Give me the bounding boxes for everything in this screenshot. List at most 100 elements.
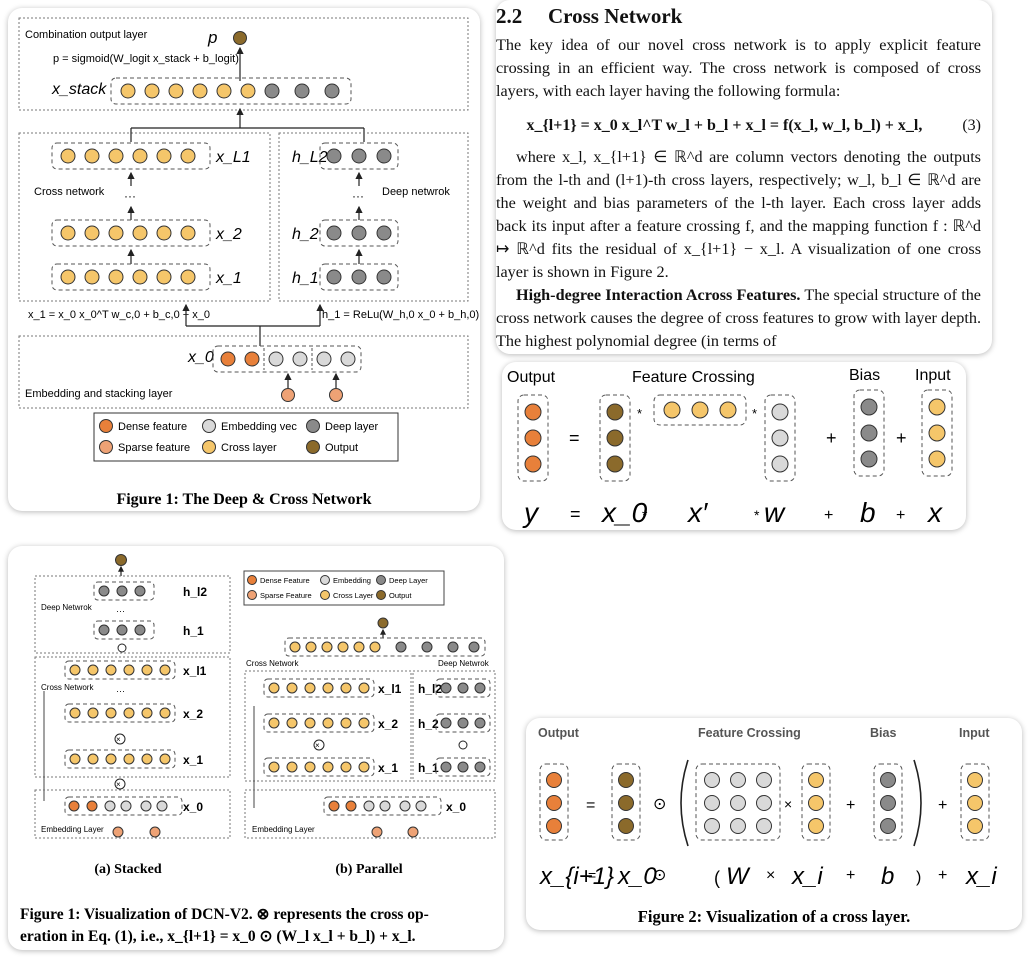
stacked-x2: x_2 [183, 707, 203, 721]
cross-layer-card-2: Output Feature Crossing Bias Input = ⊙ ×… [526, 718, 1022, 930]
cross-layer-diagram-2: Output Feature Crossing Bias Input = ⊙ ×… [538, 726, 997, 926]
fig2-eq-xi: x_i [791, 863, 823, 890]
section-number: 2.2 [496, 4, 523, 28]
fig2-eq-sign: = [588, 867, 596, 883]
x0-vector [599, 394, 631, 482]
dcn-diagram: Combination output layer p p = sigmoid(W… [18, 17, 479, 508]
fig2-eq-odot: ⊙ [653, 867, 666, 884]
embed-title: Embedding and stacking layer [25, 388, 173, 400]
legend-deep: Deep layer [325, 421, 379, 433]
stacked-h-l2: h_l2 [183, 585, 207, 599]
equation-number: (3) [962, 117, 981, 134]
x1-box [51, 263, 211, 291]
x2-label: x_2 [215, 226, 242, 243]
svg-text:···: ··· [116, 686, 125, 696]
fig2-plus-2: + [938, 797, 947, 814]
svg-text:×: × [116, 780, 121, 789]
cross-layer-card-1: Output Feature Crossing Bias Input = * *… [502, 362, 966, 530]
eq-star1: * [642, 507, 648, 523]
x0-label: x_0 [187, 349, 214, 366]
star-2: * [752, 406, 757, 421]
fig2-eq-b: b [881, 863, 894, 890]
figure-dcn-card: Combination output layer p p = sigmoid(W… [8, 8, 480, 511]
eq-w: w [764, 497, 786, 528]
fig2-xi-vector [801, 763, 831, 841]
stacked-diagram: h_l2 Deep Netwrok ··· h_1 x_l1 Cross Net… [34, 554, 231, 877]
fig2-w-matrix [695, 763, 781, 841]
parallel-diagram: Dense Feature Embedding Deep Layer Spars… [243, 570, 496, 877]
x1-label: x_1 [215, 270, 242, 287]
h1-label: h_1 [292, 270, 319, 287]
h1-nodes [326, 269, 392, 285]
input-vector [921, 389, 953, 477]
fig2-feature-crossing-title: Feature Crossing [698, 726, 801, 740]
output-vector [517, 394, 549, 482]
dcnv2-diagram: h_l2 Deep Netwrok ··· h_1 x_l1 Cross Net… [20, 554, 496, 945]
svg-text:···: ··· [124, 189, 136, 203]
x1-nodes [60, 269, 196, 285]
legend-sparse: Sparse feature [118, 442, 190, 454]
parallel-x1: x_1 [378, 761, 398, 775]
stacked-x-l1: x_l1 [183, 664, 207, 678]
cross-formula: x_1 = x_0 x_0^T w_c,0 + b_c,0 + x_0 [28, 309, 210, 321]
feature-crossing-title: Feature Crossing [632, 369, 755, 386]
eq-b: b [860, 497, 876, 528]
svg-text:···: ··· [352, 189, 364, 203]
svg-text:×: × [116, 735, 121, 744]
x0-box [212, 345, 362, 373]
legend-cross-swatch [202, 440, 216, 454]
svg-text:···: ··· [116, 606, 125, 616]
input-title: Input [915, 367, 951, 384]
fig2-eq-W: W [726, 863, 751, 890]
x-l1-label: x_L1 [215, 149, 251, 166]
eq-plus2: + [896, 507, 905, 524]
eq-x0: x_0 [600, 497, 648, 528]
h2-box [319, 219, 399, 247]
deep-network-section [278, 132, 469, 302]
eq-sign: = [569, 428, 580, 448]
sparse-node-1 [281, 388, 295, 402]
h1-box [319, 263, 399, 291]
sparse-node-2 [329, 388, 343, 402]
x-stack-nodes [120, 83, 340, 99]
cross-equation: x_{l+1} = x_0 x_l^T w_l + b_l + x_l = f(… [526, 117, 923, 134]
eq-x: x [926, 497, 943, 528]
x-stack-label: x_stack [51, 81, 107, 98]
parallel-legend-deep: Deep Layer [389, 576, 428, 585]
section-title: Cross Network [548, 4, 683, 28]
fig2-eq-plus2: + [938, 867, 947, 884]
stacked-cross-label: Cross Network [41, 683, 94, 692]
h-l2-label: h_L2 [292, 149, 328, 166]
x2-nodes [60, 225, 196, 241]
parallel-x-l1: x_l1 [378, 682, 402, 696]
dcnv2-card: h_l2 Deep Netwrok ··· h_1 x_l1 Cross Net… [8, 546, 504, 950]
fig2-eq-rp: ) [916, 869, 921, 886]
parallel-deep-label: Deep Netwrok [438, 659, 490, 668]
legend-embedding-swatch [202, 419, 216, 433]
stacked-x0: x_0 [183, 800, 203, 814]
x-l1-box [51, 142, 211, 170]
legend-sparse-swatch [99, 440, 113, 454]
parallel-cross-label: Cross Network [246, 659, 299, 668]
fig2-output-title: Output [538, 726, 580, 740]
dcnv2-caption-line1: Figure 1: Visualization of DCN-V2. ⊗ rep… [20, 906, 429, 923]
stacked-label: (a) Stacked [94, 862, 161, 877]
xprime-vector [653, 394, 747, 426]
fig2-eq-plus1: + [846, 867, 855, 884]
figure1-caption: Figure 1: The Deep & Cross Network [116, 491, 371, 508]
w-vector [764, 394, 796, 482]
legend-embedding: Embedding vec [221, 421, 297, 433]
fig2-eq-lp: ( [714, 868, 720, 888]
legend-dense: Dense feature [118, 421, 187, 433]
parallel-legend-sparse: Sparse Feature [260, 591, 312, 600]
stacked-deep-label: Deep Netwrok [41, 603, 93, 612]
bias-title: Bias [849, 367, 880, 384]
legend-box [93, 412, 399, 462]
stacked-x1: x_1 [183, 753, 203, 767]
fig2-output-vector [539, 763, 569, 841]
fig2-eq: = [586, 797, 595, 814]
deep-network-label: Deep netwrok [382, 186, 450, 198]
eq-plus1: + [824, 507, 833, 524]
plus-1: + [826, 428, 837, 448]
parallel-h2: h_2 [418, 717, 439, 731]
